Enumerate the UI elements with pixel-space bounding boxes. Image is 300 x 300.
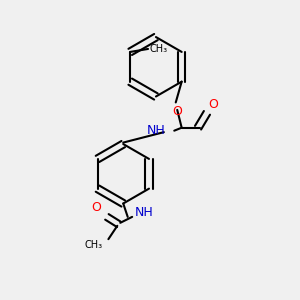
Text: NH: NH xyxy=(147,124,165,137)
Text: O: O xyxy=(91,201,101,214)
Text: O: O xyxy=(208,98,218,111)
Text: NH: NH xyxy=(135,206,154,219)
Text: O: O xyxy=(172,105,182,119)
Text: CH₃: CH₃ xyxy=(149,44,168,54)
Text: CH₃: CH₃ xyxy=(84,240,102,250)
